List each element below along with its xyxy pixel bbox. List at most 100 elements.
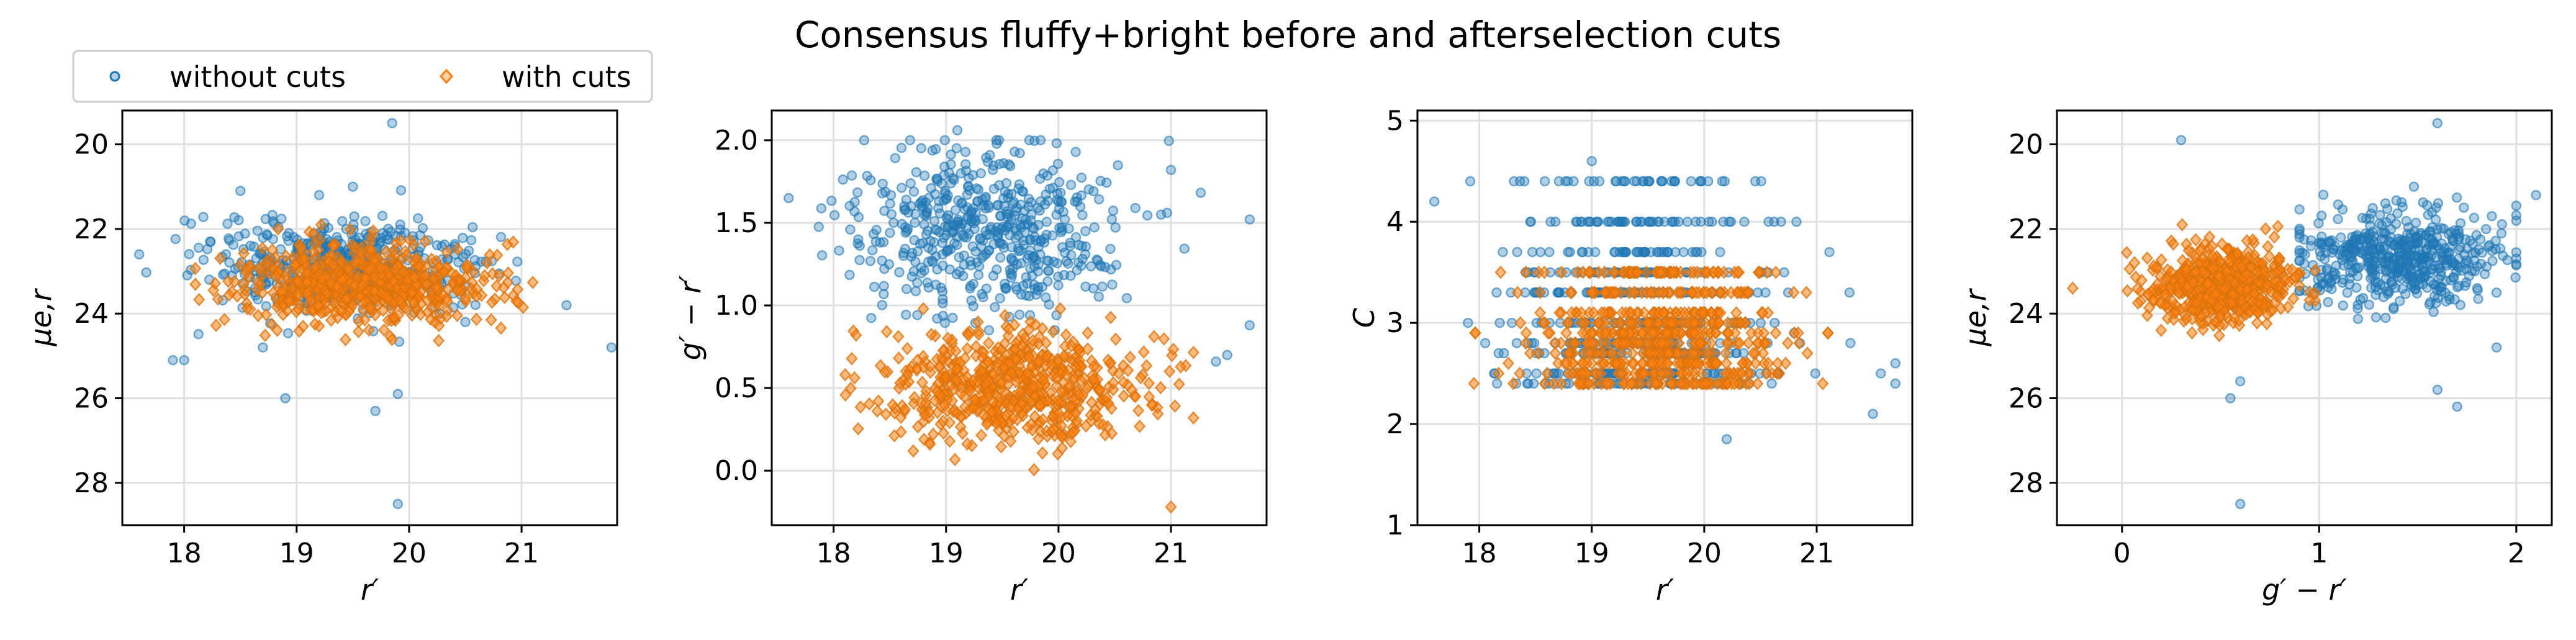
point-without-cuts xyxy=(561,300,572,310)
point-with-cuts xyxy=(1757,346,1769,360)
point-with-cuts xyxy=(1052,406,1065,420)
point-with-cuts xyxy=(1657,306,1670,320)
point-with-cuts xyxy=(1146,398,1158,412)
point-with-cuts xyxy=(307,227,320,241)
point-without-cuts xyxy=(1791,216,1802,227)
y-tick-label: 0.0 xyxy=(715,455,758,487)
point-without-cuts xyxy=(415,230,425,241)
point-with-cuts xyxy=(1093,382,1106,397)
point-with-cuts xyxy=(1678,306,1691,320)
point-without-cuts xyxy=(1025,263,1036,274)
point-with-cuts xyxy=(1109,332,1122,346)
point-with-cuts xyxy=(1751,377,1764,390)
point-with-cuts xyxy=(982,336,995,350)
point-without-cuts xyxy=(2294,245,2305,256)
point-with-cuts xyxy=(1562,346,1575,360)
point-with-cuts xyxy=(911,361,923,376)
point-with-cuts xyxy=(2218,282,2231,296)
point-without-cuts xyxy=(2370,282,2381,292)
point-with-cuts xyxy=(2187,276,2200,290)
point-with-cuts xyxy=(1671,346,1684,360)
point-with-cuts xyxy=(1037,373,1050,387)
point-without-cuts xyxy=(1642,176,1653,187)
point-with-cuts xyxy=(1056,441,1069,455)
point-with-cuts xyxy=(1638,366,1651,381)
point-without-cuts xyxy=(2374,219,2385,229)
point-without-cuts xyxy=(972,196,983,207)
point-with-cuts xyxy=(478,269,491,283)
point-without-cuts xyxy=(901,284,912,294)
point-with-cuts xyxy=(1759,336,1771,350)
point-without-cuts xyxy=(1044,299,1054,310)
point-without-cuts xyxy=(1731,348,1742,359)
point-with-cuts xyxy=(1661,356,1674,371)
point-with-cuts xyxy=(451,283,464,297)
point-with-cuts xyxy=(526,276,539,289)
point-with-cuts xyxy=(920,396,932,410)
point-without-cuts xyxy=(2480,223,2492,235)
point-with-cuts xyxy=(1709,326,1722,340)
point-without-cuts xyxy=(2496,228,2507,239)
point-with-cuts xyxy=(923,405,936,419)
point-with-cuts xyxy=(414,307,427,322)
point-without-cuts xyxy=(2395,235,2407,245)
point-without-cuts xyxy=(1121,293,1132,304)
point-without-cuts xyxy=(939,317,951,328)
point-without-cuts xyxy=(233,231,244,241)
point-with-cuts xyxy=(1566,366,1578,381)
point-with-cuts xyxy=(2251,316,2264,330)
point-without-cuts xyxy=(1105,243,1116,255)
point-without-cuts xyxy=(2401,215,2411,227)
point-with-cuts xyxy=(432,333,445,348)
point-with-cuts xyxy=(214,251,227,266)
point-with-cuts xyxy=(955,387,967,400)
point-without-cuts xyxy=(2405,250,2416,260)
point-with-cuts xyxy=(1689,326,1701,340)
point-without-cuts xyxy=(1669,176,1679,187)
point-with-cuts xyxy=(394,293,406,307)
point-with-cuts xyxy=(1088,359,1100,374)
y-axis-label: μe,r xyxy=(1959,287,1992,346)
point-with-cuts xyxy=(1655,366,1668,381)
point-without-cuts xyxy=(2393,261,2403,273)
point-with-cuts xyxy=(1742,336,1755,350)
point-without-cuts xyxy=(2363,253,2374,264)
point-without-cuts xyxy=(2428,307,2439,317)
point-with-cuts xyxy=(377,323,391,337)
point-without-cuts xyxy=(2333,214,2343,225)
point-without-cuts xyxy=(168,354,178,366)
point-with-cuts xyxy=(1561,356,1573,371)
point-with-cuts xyxy=(1750,356,1762,371)
point-without-cuts xyxy=(1097,281,1108,292)
point-without-cuts xyxy=(1702,176,1714,187)
point-without-cuts xyxy=(838,174,848,185)
point-without-cuts xyxy=(2380,198,2391,209)
point-without-cuts xyxy=(890,153,901,163)
axes-frame xyxy=(771,109,1268,526)
point-without-cuts xyxy=(1038,168,1049,179)
point-with-cuts xyxy=(1615,366,1628,381)
point-with-cuts xyxy=(223,288,235,302)
point-with-cuts xyxy=(1164,364,1176,379)
point-with-cuts xyxy=(209,276,222,291)
point-without-cuts xyxy=(2348,256,2358,267)
point-without-cuts xyxy=(2421,245,2432,255)
point-with-cuts xyxy=(1653,286,1665,300)
point-with-cuts xyxy=(1054,302,1067,316)
axes-frame xyxy=(2056,109,2553,526)
point-without-cuts xyxy=(2364,214,2375,224)
point-without-cuts xyxy=(1244,214,1255,225)
point-without-cuts xyxy=(258,342,268,353)
point-with-cuts xyxy=(486,295,498,309)
point-without-cuts xyxy=(2352,313,2364,324)
point-with-cuts xyxy=(495,321,507,335)
point-without-cuts xyxy=(951,143,962,154)
point-with-cuts xyxy=(1607,265,1620,279)
point-without-cuts xyxy=(1715,246,1725,258)
point-without-cuts xyxy=(1008,197,1019,207)
point-with-cuts xyxy=(2228,276,2241,290)
point-without-cuts xyxy=(1739,216,1750,227)
point-with-cuts xyxy=(916,376,929,389)
point-with-cuts xyxy=(2220,265,2233,279)
point-without-cuts xyxy=(896,183,907,193)
